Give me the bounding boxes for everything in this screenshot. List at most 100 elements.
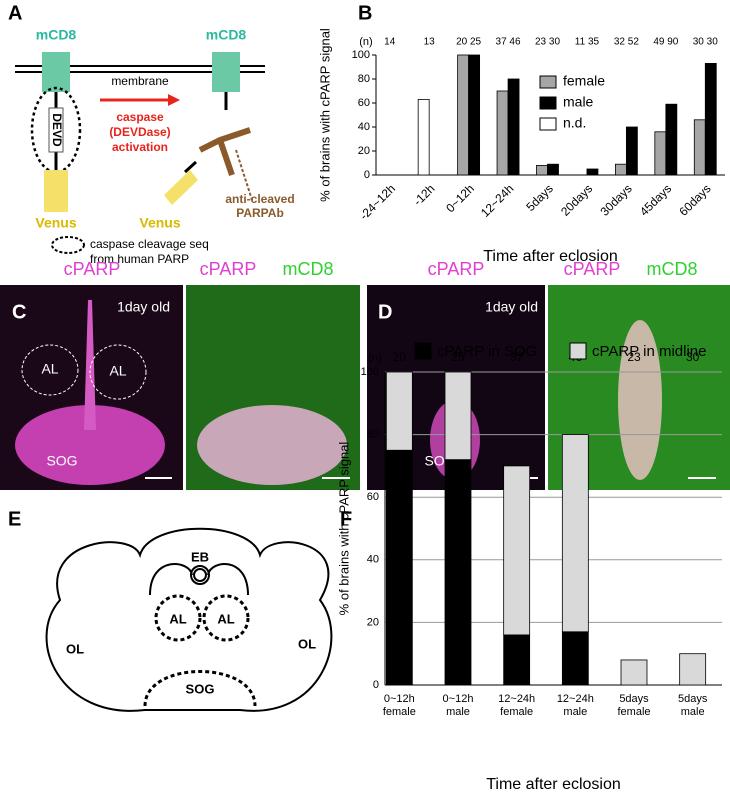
label: from human PARP — [90, 252, 189, 266]
n-label: 11 35 — [575, 37, 600, 48]
label: (DEVDase) — [109, 125, 170, 139]
label: 1day old — [485, 299, 538, 315]
legend-label: n.d. — [563, 115, 586, 131]
bar — [704, 63, 717, 176]
x-tick-label: male — [681, 706, 705, 718]
legend-swatch — [414, 342, 432, 360]
bar — [417, 99, 430, 176]
y-tick-label: 0 — [373, 679, 379, 691]
bar — [468, 54, 481, 176]
n-header: (n) — [359, 36, 372, 48]
label: caspase — [116, 110, 164, 124]
legend-swatch — [539, 96, 557, 110]
label: caspase cleavage seq — [90, 237, 209, 251]
heading: mCD8 — [282, 259, 333, 279]
bar — [625, 126, 638, 176]
y-axis-label: % of brains with cPARP signal — [317, 28, 332, 202]
micrograph-headings: cPARP cPARP mCD8 cPARP cPARP mCD8 — [64, 259, 698, 279]
panel-label: C — [12, 301, 26, 323]
x-tick-label: -24~12h — [357, 181, 398, 222]
y-tick-label: 100 — [352, 49, 370, 61]
heading: cPARP — [64, 259, 121, 279]
n-label: 30 — [686, 350, 700, 364]
panel-label: E — [8, 508, 21, 530]
x-tick-label: 45days — [637, 181, 674, 218]
legend-label: cPARP in midline — [592, 343, 707, 360]
x-tick-label: male — [446, 706, 470, 718]
x-tick-label: 5days — [523, 181, 556, 214]
label: SOG — [186, 681, 215, 696]
legend-label: male — [563, 94, 594, 110]
n-label: 14 — [384, 37, 396, 48]
bar-segment — [620, 659, 648, 686]
n-label: 20 25 — [456, 37, 481, 48]
micrographs: C D 1day old 1day old AL AL SOG SOG — [0, 285, 730, 490]
panel-a: mCD8 mCD8 membrane DEVD Venus caspase (D… — [15, 27, 295, 266]
n-label: 25 — [451, 350, 465, 364]
label: activation — [112, 140, 168, 154]
y-tick-label: 20 — [367, 616, 379, 628]
label: AL — [217, 611, 234, 626]
heading: cPARP — [200, 259, 257, 279]
bar-segment — [561, 631, 589, 686]
x-tick-label: 30days — [597, 181, 634, 218]
x-tick-label: female — [383, 706, 416, 718]
bar — [457, 54, 470, 176]
label: OL — [298, 636, 316, 651]
y-tick-label: 40 — [358, 121, 370, 133]
heading: cPARP — [428, 259, 485, 279]
bar-segment — [679, 653, 707, 686]
label: anti-cleaved — [225, 192, 294, 206]
y-tick-label: 80 — [358, 73, 370, 85]
x-axis-label: Time after eclosion — [483, 248, 618, 265]
n-label: 37 — [510, 350, 524, 364]
legend-label: female — [563, 73, 605, 89]
y-tick-label: 40 — [367, 554, 379, 566]
bar-segment — [561, 434, 589, 633]
label: PARPAb — [236, 206, 284, 220]
bar — [507, 78, 520, 176]
n-label: 37 46 — [496, 37, 521, 48]
y-tick-label: 0 — [364, 169, 370, 181]
x-axis-label: Time after eclosion — [486, 776, 621, 793]
label: AL — [109, 363, 126, 379]
x-tick-label: -12h — [411, 181, 438, 208]
n-label: 30 30 — [693, 37, 718, 48]
x-tick-label: male — [563, 706, 587, 718]
legend-label: cPARP in SOG — [437, 343, 537, 360]
label: EB — [191, 549, 209, 564]
n-label: 23 30 — [535, 37, 560, 48]
label: Venus — [139, 215, 180, 231]
bar — [693, 119, 706, 176]
panel-label: D — [378, 301, 392, 323]
bar — [496, 90, 509, 176]
x-tick-label: female — [500, 706, 533, 718]
bar — [586, 168, 599, 176]
x-tick-label: 0~12h — [443, 181, 477, 215]
legend-swatch — [539, 75, 557, 89]
x-tick-label: 5days — [678, 693, 708, 705]
x-tick-label: female — [617, 706, 650, 718]
legend-swatch — [569, 342, 587, 360]
x-tick-label: 60days — [676, 181, 713, 218]
x-tick-label: 5days — [619, 693, 649, 705]
label: mCD8 — [36, 27, 77, 43]
bar-segment — [444, 459, 472, 686]
label: OL — [66, 641, 84, 656]
y-axis-label: % of brains with cPARP signal — [336, 442, 351, 616]
panel-label: A — [8, 2, 22, 24]
label: Venus — [35, 215, 76, 231]
label: mCD8 — [206, 27, 247, 43]
heading: mCD8 — [646, 259, 697, 279]
label: membrane — [111, 74, 169, 88]
n-label: 23 — [627, 350, 641, 364]
label: SOG — [46, 453, 77, 469]
y-tick-label: 60 — [358, 97, 370, 109]
bar-segment — [385, 449, 413, 686]
label: DEVD — [50, 113, 64, 147]
bar-segment — [503, 634, 531, 686]
panel-label: B — [358, 2, 372, 24]
panel-e — [45, 527, 333, 712]
